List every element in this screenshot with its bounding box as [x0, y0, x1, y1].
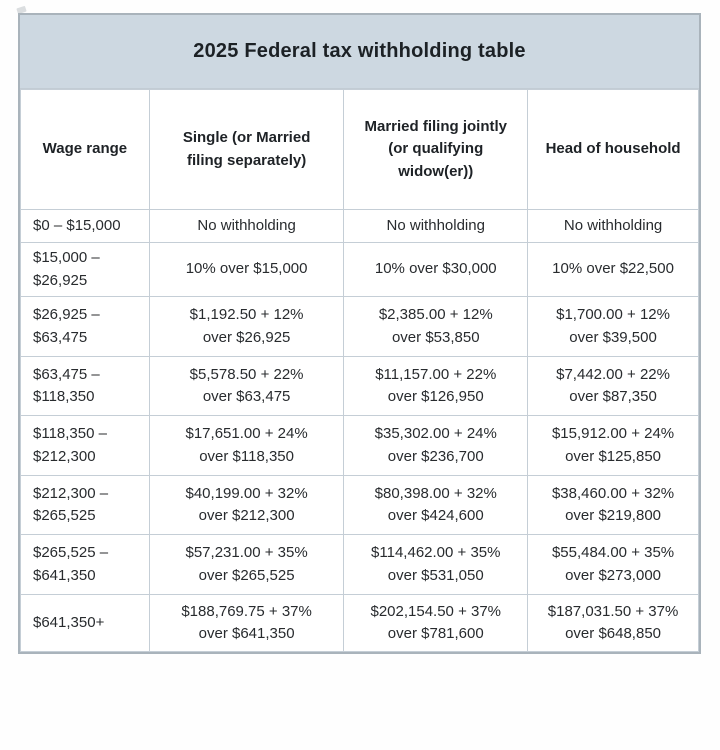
single-cell: $40,199.00 + 32% over $212,300	[148, 475, 345, 535]
single-cell: 10% over $15,000	[148, 242, 345, 297]
page-title: 2025 Federal tax withholding table	[193, 40, 526, 62]
head-of-household-cell: 10% over $22,500	[527, 242, 699, 297]
table-title-banner: 2025 Federal tax withholding table	[20, 15, 699, 89]
table-row: $212,300 – $265,525 $40,199.00 + 32% ove…	[20, 475, 699, 535]
married-jointly-cell: $2,385.00 + 12% over $53,850	[343, 296, 529, 357]
single-cell: $17,651.00 + 24% over $118,350	[148, 415, 345, 476]
wage-range-cell: $212,300 – $265,525	[20, 475, 150, 535]
column-header-single: Single (or Married filing separately)	[148, 89, 345, 210]
head-of-household-cell: No withholding	[527, 209, 699, 243]
married-jointly-cell: $11,157.00 + 22% over $126,950	[343, 356, 529, 416]
header-row: Wage range Single (or Married filing sep…	[20, 89, 699, 210]
single-cell: $5,578.50 + 22% over $63,475	[148, 356, 345, 416]
column-header-head-of-household: Head of household	[527, 89, 699, 210]
single-cell: $188,769.75 + 37% over $641,350	[148, 594, 345, 652]
table-row: $265,525 – $641,350 $57,231.00 + 35% ove…	[20, 534, 699, 595]
table-row: $118,350 – $212,300 $17,651.00 + 24% ove…	[20, 415, 699, 476]
wage-range-cell: $15,000 – $26,925	[20, 242, 150, 297]
column-header-married-jointly: Married filing jointly (or qualifying wi…	[343, 89, 529, 210]
wage-range-cell: $26,925 – $63,475	[20, 296, 150, 357]
single-cell: $1,192.50 + 12% over $26,925	[148, 296, 345, 357]
table-row: $15,000 – $26,925 10% over $15,000 10% o…	[20, 242, 699, 297]
wage-range-cell: $63,475 – $118,350	[20, 356, 150, 416]
married-jointly-cell: $80,398.00 + 32% over $424,600	[343, 475, 529, 535]
head-of-household-cell: $38,460.00 + 32% over $219,800	[527, 475, 699, 535]
married-jointly-cell: 10% over $30,000	[343, 242, 529, 297]
head-of-household-cell: $7,442.00 + 22% over $87,350	[527, 356, 699, 416]
table-row: $641,350+ $188,769.75 + 37% over $641,35…	[20, 594, 699, 652]
head-of-household-cell: $55,484.00 + 35% over $273,000	[527, 534, 699, 595]
tax-withholding-table: Wage range Single (or Married filing sep…	[20, 89, 699, 652]
head-of-household-cell: $1,700.00 + 12% over $39,500	[527, 296, 699, 357]
tax-table-card: 2025 Federal tax withholding table Wage …	[18, 13, 701, 654]
wage-range-cell: $118,350 – $212,300	[20, 415, 150, 476]
table-row: $26,925 – $63,475 $1,192.50 + 12% over $…	[20, 296, 699, 357]
table-row: $63,475 – $118,350 $5,578.50 + 22% over …	[20, 356, 699, 416]
single-cell: No withholding	[148, 209, 345, 243]
table-row: $0 – $15,000 No withholding No withholdi…	[20, 209, 699, 243]
married-jointly-cell: $114,462.00 + 35% over $531,050	[343, 534, 529, 595]
married-jointly-cell: No withholding	[343, 209, 529, 243]
column-header-wage-range: Wage range	[20, 89, 150, 210]
married-jointly-cell: $202,154.50 + 37% over $781,600	[343, 594, 529, 652]
wage-range-cell: $265,525 – $641,350	[20, 534, 150, 595]
wage-range-cell: $0 – $15,000	[20, 209, 150, 243]
head-of-household-cell: $187,031.50 + 37% over $648,850	[527, 594, 699, 652]
wage-range-cell: $641,350+	[20, 594, 150, 652]
head-of-household-cell: $15,912.00 + 24% over $125,850	[527, 415, 699, 476]
married-jointly-cell: $35,302.00 + 24% over $236,700	[343, 415, 529, 476]
single-cell: $57,231.00 + 35% over $265,525	[148, 534, 345, 595]
